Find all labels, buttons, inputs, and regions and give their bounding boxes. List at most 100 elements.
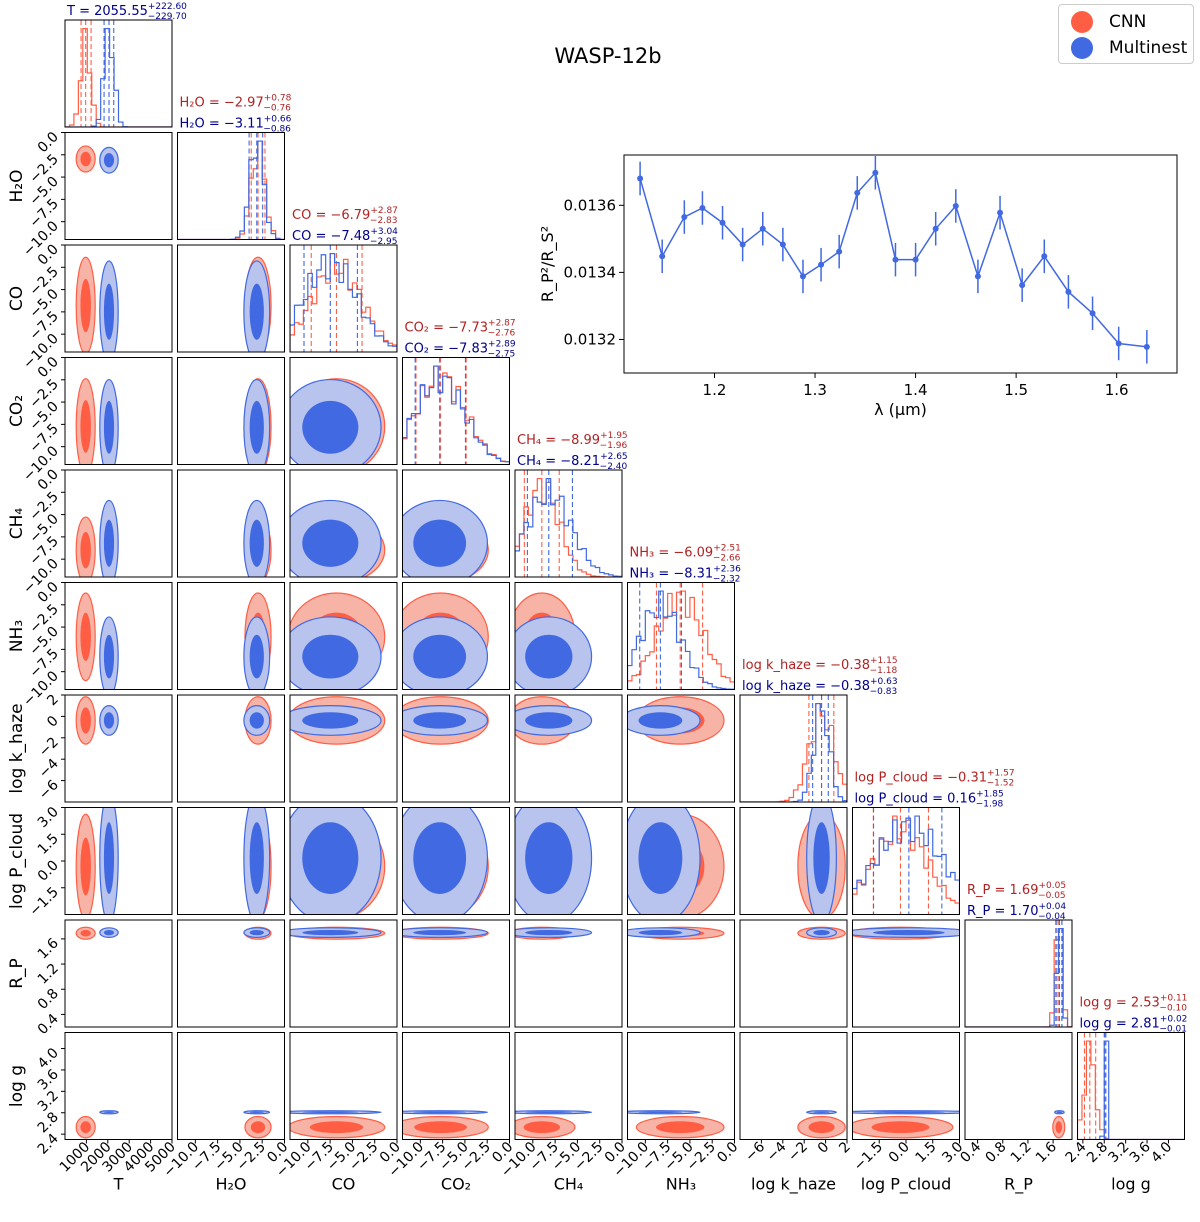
panel-content	[965, 920, 1072, 1027]
panel-content	[243, 926, 272, 940]
panel-content	[740, 695, 847, 802]
panel-content	[515, 696, 593, 745]
y-tick-label: −1.5	[26, 884, 61, 919]
corner-panel-CO-CO	[289, 244, 398, 353]
panel-content	[627, 926, 725, 940]
diag-title-cnn: log k_haze = −0.38+1.15 −1.18	[742, 656, 898, 676]
y-tick-label: 1.2	[35, 961, 62, 988]
panel-content	[402, 926, 489, 940]
diag-title-rp: R_P = 1.69+0.05 −0.05R_P = 1.70+0.04 −0.04	[967, 881, 1066, 922]
x-tick-label: 0.0	[886, 1139, 913, 1166]
panel-frame	[852, 919, 960, 1028]
y-tick-label: 0.4	[35, 1011, 62, 1038]
contour-multinest-inner	[249, 519, 264, 567]
panel-frame	[289, 582, 398, 690]
spectrum-point	[912, 256, 919, 263]
panel-frame	[64, 132, 173, 240]
panel-frame	[739, 919, 848, 1028]
diag-title-cnn: CH₄ = −8.99+1.95 −1.96	[517, 431, 628, 451]
corner-panel-logg-NH3	[627, 1032, 735, 1140]
panel-frame	[514, 582, 623, 690]
panel-frame	[514, 807, 623, 915]
y-axis-label: CH₄	[7, 508, 27, 540]
panel-content	[402, 592, 489, 690]
panel-content	[243, 256, 272, 352]
contour-multinest-inner	[638, 822, 683, 895]
contour-multinest-inner	[302, 400, 359, 454]
corner-panel-CH4-T	[64, 469, 173, 578]
corner-panel-rp-khaze	[739, 919, 848, 1028]
panel-content	[627, 807, 725, 915]
diag-title-cnn: log P_cloud = −0.31+1.57 −1.52	[855, 769, 1015, 789]
contour-multinest-inner	[302, 712, 359, 729]
panel-content	[852, 807, 960, 915]
panel-content	[75, 807, 119, 915]
histogram-cnn	[402, 365, 510, 465]
corner-panel-NH3-H2O	[177, 582, 285, 690]
spectrum-x-tick-label: 1.6	[1105, 381, 1129, 399]
y-tick-label: 3.6	[35, 1066, 62, 1093]
contour-multinest-inner	[103, 929, 115, 936]
panel-frame	[289, 919, 398, 1028]
contour-multinest-inner	[249, 712, 264, 729]
corner-panel-khaze-CO2	[402, 694, 510, 803]
x-axis-label: H₂O	[215, 1175, 246, 1194]
diag-title-multinest: log P_cloud = 0.16+1.85 −1.98	[855, 790, 1004, 810]
histogram-cnn	[740, 702, 847, 802]
panel-frame	[627, 807, 735, 915]
x-axis-label: CH₄	[554, 1175, 584, 1194]
figure-title: WASP-12b	[554, 44, 662, 68]
x-tick-label: −2	[785, 1139, 811, 1165]
y-tick-label: 2.8	[35, 1109, 62, 1136]
corner-panel-rp-T	[64, 919, 173, 1028]
contour-cnn-inner	[808, 1121, 835, 1134]
histogram-multinest	[290, 252, 397, 352]
x-axis-label: log g	[1111, 1175, 1151, 1194]
panel-frame	[64, 244, 173, 353]
corner-panel-pcloud-khaze	[739, 807, 848, 915]
histogram-multinest	[1077, 1040, 1185, 1140]
panel-content	[1077, 1032, 1185, 1140]
corner-panel-CO-T	[64, 244, 173, 353]
contour-multinest-inner	[103, 519, 115, 567]
legend-label-multinest: Multinest	[1109, 38, 1188, 58]
panel-frame	[177, 807, 285, 915]
panel-content	[797, 1110, 846, 1139]
contour-cnn-inner	[80, 1121, 91, 1134]
corner-panel-CH4-CH4	[514, 469, 623, 578]
x-axis-CO: −10.0−7.5−5.0−2.50.0CO	[273, 1139, 404, 1193]
y-axis-label: R_P	[7, 958, 27, 989]
contour-multinest-inner	[302, 1111, 359, 1114]
diag-title-multinest: log k_haze = −0.38+0.63 −0.83	[742, 677, 898, 697]
panel-frame	[64, 469, 173, 578]
contour-multinest-inner	[413, 712, 467, 729]
histogram-multinest	[402, 365, 510, 465]
x-tick-label: 2	[836, 1139, 854, 1157]
panel-content	[402, 357, 510, 465]
y-tick-label: 0.0	[35, 129, 62, 156]
y-tick-label: 1.5	[35, 831, 62, 858]
panel-frame	[64, 19, 173, 128]
diag-title-multinest: CO = −7.48+3.04 −2.95	[292, 227, 398, 247]
spectrum-y-tick-label: 0.0134	[564, 263, 617, 281]
panel-content	[75, 378, 119, 465]
histogram-cnn	[177, 140, 285, 240]
contour-multinest-inner	[249, 822, 264, 895]
panel-content	[290, 499, 386, 577]
panel-frame	[739, 694, 848, 803]
corner-panel-CO2-CO2	[402, 357, 510, 465]
spectrum-x-tick-label: 1.3	[803, 381, 827, 399]
corner-panel-rp-CH4	[514, 919, 623, 1028]
spectrum-x-tick-label: 1.2	[703, 381, 727, 399]
panel-frame	[177, 357, 285, 465]
y-axis-khaze: −6−4−2 0 2 log k_haze	[7, 692, 65, 803]
panel-frame	[177, 132, 285, 240]
x-axis-label: CO	[332, 1175, 356, 1194]
